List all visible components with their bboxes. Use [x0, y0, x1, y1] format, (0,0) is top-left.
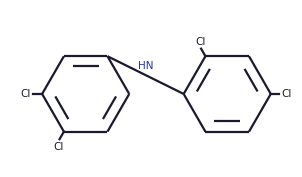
Text: Cl: Cl [53, 142, 64, 152]
Text: Cl: Cl [21, 89, 31, 99]
Text: HN: HN [138, 61, 153, 71]
Text: Cl: Cl [282, 89, 292, 99]
Text: Cl: Cl [195, 37, 206, 47]
